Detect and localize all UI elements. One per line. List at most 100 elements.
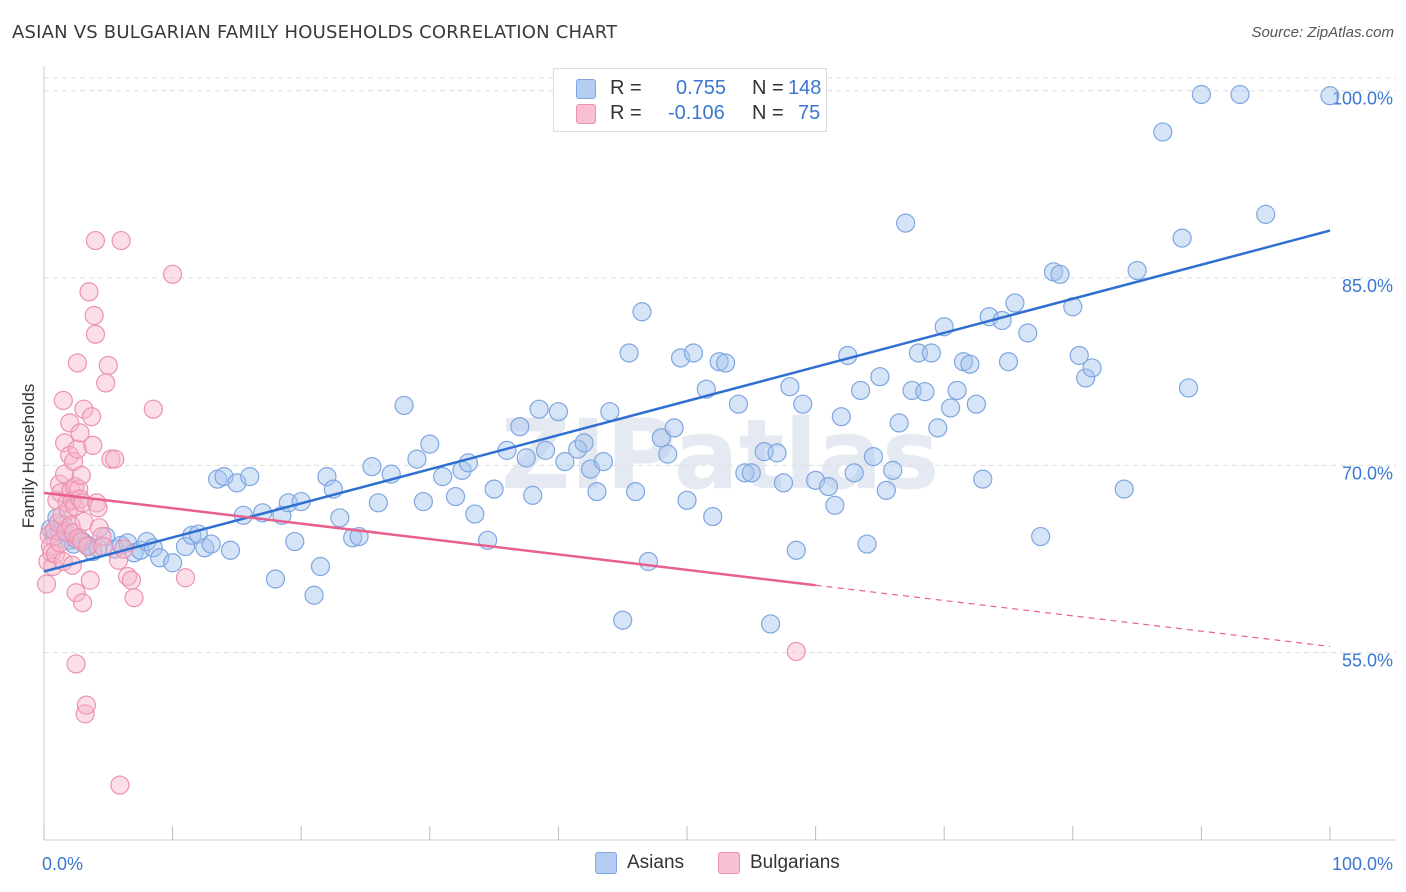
bulgarian-point	[121, 570, 142, 590]
asian-point	[857, 534, 877, 554]
bulgarian-point	[36, 574, 57, 594]
bulgarian-point	[70, 423, 90, 443]
asian-point	[394, 395, 414, 416]
legend-r-value-asians: 0.755	[676, 77, 727, 99]
bulgarian-point	[111, 230, 131, 251]
bottom-legend-swatch-asians	[595, 852, 617, 874]
asian-point	[973, 469, 993, 489]
bulgarian-point	[105, 449, 125, 469]
legend-swatch-asians	[576, 79, 596, 99]
asian-point	[1076, 368, 1096, 388]
watermark: ZIPatlas	[501, 399, 940, 511]
bulgarian-point	[53, 390, 73, 411]
bulgarian-point	[93, 536, 113, 557]
asian-point	[619, 343, 639, 363]
bulgarians-trend-line	[43, 491, 816, 587]
series-bulgarians	[36, 230, 806, 795]
asian-point	[201, 534, 221, 554]
legend-n-label: N =	[752, 102, 784, 124]
asian-point	[523, 485, 543, 505]
bulgarian-point	[88, 498, 108, 518]
bulgarian-point	[83, 435, 103, 455]
asian-point	[947, 380, 967, 401]
asian-point	[825, 495, 845, 515]
bulgarian-point	[72, 593, 93, 613]
asian-point	[767, 443, 787, 463]
asian-point	[368, 493, 388, 513]
asian-point	[715, 353, 736, 373]
bulgarian-point	[80, 570, 100, 590]
bulgarian-point	[81, 407, 102, 427]
bulgarian-point	[79, 282, 99, 302]
bulgarian-point	[76, 695, 97, 715]
y-tick-label: 70.0%	[1342, 463, 1393, 483]
asian-point	[1153, 122, 1173, 142]
asian-point	[1127, 260, 1147, 281]
bulgarian-point	[786, 641, 806, 662]
asian-point	[818, 476, 839, 497]
asian-point	[445, 486, 466, 507]
asian-point	[613, 610, 633, 630]
x-tick-label: 0.0%	[42, 854, 83, 874]
y-tick-label: 55.0%	[1342, 651, 1393, 671]
asian-point	[941, 398, 961, 418]
asian-point	[915, 382, 935, 402]
bulgarian-point	[98, 355, 118, 376]
asian-point	[960, 354, 980, 374]
bulgarian-point	[143, 399, 163, 419]
asian-point	[658, 444, 678, 464]
asian-point	[285, 531, 305, 552]
asian-point	[548, 402, 569, 422]
bulgarian-point	[67, 439, 88, 459]
bulgarian-point	[175, 568, 196, 588]
legend-r-label: R =	[610, 102, 642, 124]
asian-point	[1005, 293, 1025, 313]
bulgarian-point	[78, 536, 98, 557]
asian-point	[1172, 228, 1192, 248]
asian-point	[600, 402, 620, 422]
legend-n-value-asians: 148	[788, 77, 822, 99]
bottom-legend-label-asians: Asians	[627, 852, 685, 873]
asian-point	[1069, 345, 1089, 366]
bulgarian-point	[96, 373, 116, 393]
asian-point	[735, 463, 755, 483]
asian-point	[150, 548, 170, 568]
bulgarian-point	[66, 654, 86, 674]
asian-point	[683, 343, 704, 363]
legend-n-value-bulgarians: 75	[798, 102, 821, 124]
asian-point	[535, 440, 556, 460]
x-tick-label: 100.0%	[1332, 854, 1393, 874]
series-asians	[40, 84, 1340, 634]
asian-point	[555, 452, 575, 472]
bulgarian-point	[110, 775, 130, 795]
bulgarian-point	[74, 399, 94, 419]
asian-point	[851, 380, 871, 401]
bulgarian-point	[117, 566, 138, 587]
asian-point	[670, 348, 691, 368]
asian-point	[638, 551, 659, 572]
asian-point	[1230, 84, 1250, 105]
asian-point	[529, 399, 549, 419]
asian-point	[1114, 479, 1134, 499]
asian-point	[703, 506, 723, 527]
asian-point	[838, 345, 858, 366]
asian-point	[317, 467, 337, 487]
asian-point	[1191, 84, 1212, 105]
asian-point	[240, 467, 260, 487]
asian-point	[889, 413, 909, 433]
correlation-legend: R = 0.755 N = 148 R = -0.106 N = 75	[553, 68, 827, 132]
asian-point	[1050, 264, 1070, 284]
asian-point	[220, 540, 241, 560]
bulgarian-point	[124, 588, 144, 608]
asian-point	[587, 481, 607, 502]
bottom-legend-swatch-bulgarians	[718, 852, 740, 874]
asian-point	[1082, 358, 1102, 378]
bulgarian-point	[85, 230, 106, 251]
asian-point	[465, 504, 485, 524]
bulgarian-point	[49, 533, 70, 553]
asian-point	[310, 556, 331, 577]
bulgarian-point	[71, 531, 91, 552]
asian-point	[928, 418, 948, 438]
legend-r-value-bulgarians: -0.106	[668, 102, 725, 124]
